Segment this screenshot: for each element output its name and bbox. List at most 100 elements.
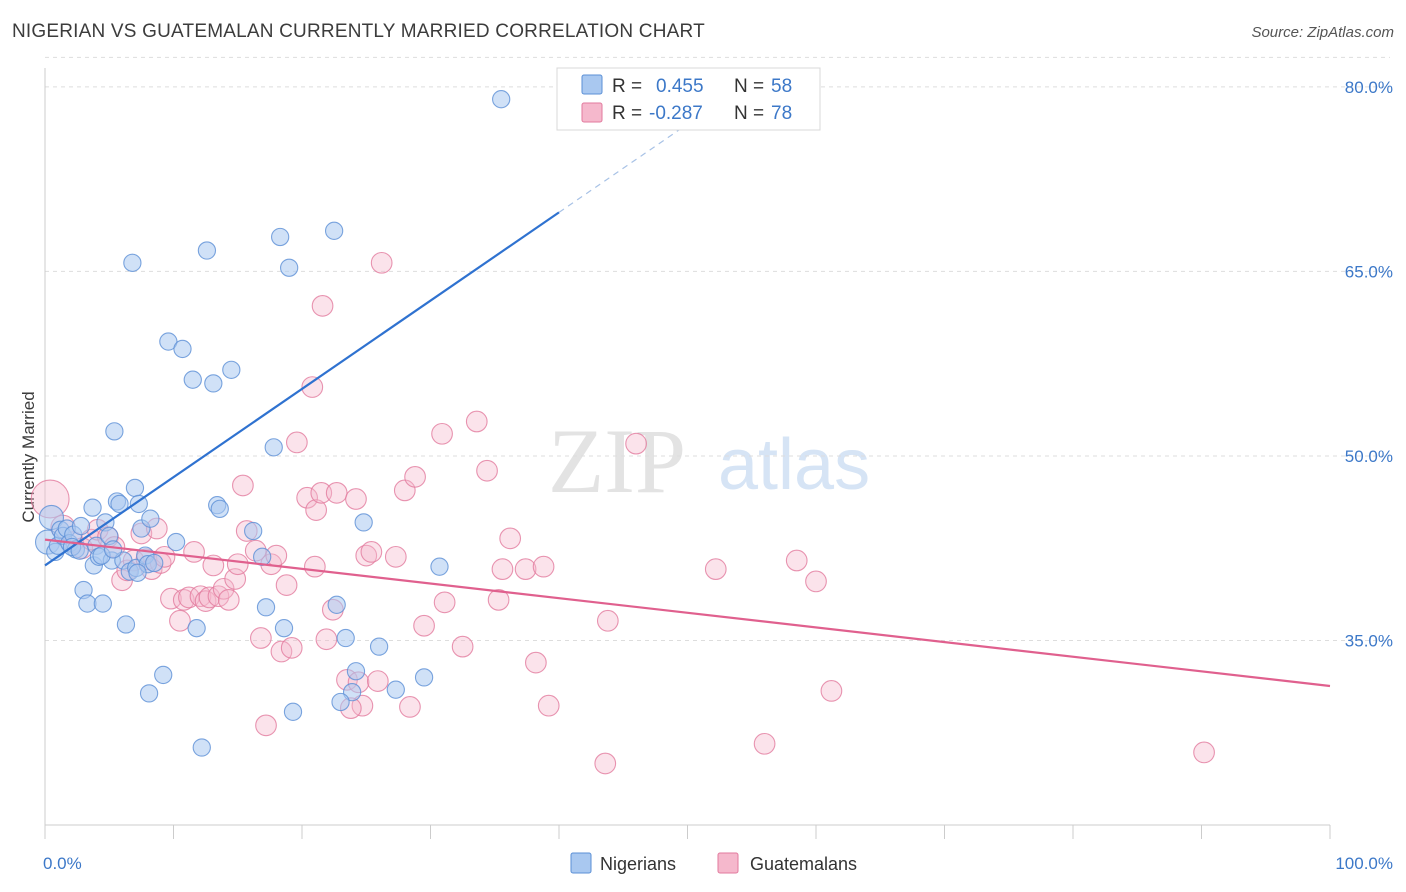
series-guatemalans xyxy=(30,251,1215,775)
guatemalans-trend-line xyxy=(44,538,1331,688)
nigerian-point-46 xyxy=(183,370,202,389)
series-nigerians xyxy=(34,90,511,757)
legend-n-label-1: N = xyxy=(734,76,764,97)
nigerian-point-24 xyxy=(105,422,124,441)
guatemalan-point-75 xyxy=(524,651,547,674)
legend-r-value-2: -0.287 xyxy=(649,103,703,124)
nigerian-point-72 xyxy=(331,692,350,712)
legend-r-value-1: 0.455 xyxy=(656,76,704,97)
guatemalan-point-30 xyxy=(226,553,249,576)
nigerian-point-64 xyxy=(336,628,355,648)
nigerian-point-58 xyxy=(271,227,290,247)
guatemalan-point-68 xyxy=(465,410,488,433)
guatemalan-point-62 xyxy=(399,696,421,718)
guatemalan-point-31 xyxy=(232,474,254,497)
nigerian-point-39 xyxy=(123,253,142,272)
nigerian-point-43 xyxy=(154,665,173,685)
nigerian-point-65 xyxy=(346,662,366,681)
nigerian-point-73 xyxy=(492,90,511,109)
nigerian-point-26 xyxy=(110,494,129,514)
nigerian-point-45 xyxy=(173,339,192,359)
legend-box: R = 0.455 N = 58 R = -0.287 N = 78 xyxy=(556,67,821,131)
y-tick-label-65: 65.0% xyxy=(1345,262,1393,281)
guatemalan-point-39 xyxy=(275,574,298,596)
nigerian-point-41 xyxy=(139,684,159,703)
legend-n-value-2: 78 xyxy=(771,103,792,124)
guatemalan-point-84 xyxy=(820,680,843,702)
guatemalan-point-71 xyxy=(491,558,514,580)
grid-lines xyxy=(45,56,1390,641)
guatemalan-point-40 xyxy=(280,636,303,659)
watermark-zip: ZIP xyxy=(548,410,686,512)
guatemalan-point-67 xyxy=(451,635,474,658)
legend-swatch-nigerians xyxy=(581,74,603,95)
guatemalan-point-41 xyxy=(285,431,308,454)
nigerian-point-61 xyxy=(283,702,303,721)
nigerians-trend-extension xyxy=(558,79,753,213)
guatemalan-point-83 xyxy=(805,570,827,593)
nigerian-point-55 xyxy=(264,438,283,457)
nigerian-point-66 xyxy=(369,637,389,656)
nigerian-point-53 xyxy=(222,360,241,379)
legend-r-label-1: R = xyxy=(612,76,642,97)
nigerian-point-71 xyxy=(430,557,449,576)
guatemalan-point-24 xyxy=(198,586,221,609)
guatemalan-point-78 xyxy=(594,752,617,775)
guatemalan-point-66 xyxy=(433,591,456,614)
guatemalan-point-34 xyxy=(250,627,272,649)
nigerian-point-60 xyxy=(274,619,294,638)
bottom-legend-swatch-nigerians xyxy=(570,852,592,874)
nigerian-point-59 xyxy=(279,258,299,277)
guatemalan-point-23 xyxy=(194,590,217,612)
guatemalan-point-80 xyxy=(704,558,727,580)
guatemalan-point-63 xyxy=(404,465,426,488)
guatemalan-point-69 xyxy=(476,459,498,482)
guatemalan-point-73 xyxy=(514,558,537,580)
nigerian-point-31 xyxy=(125,478,145,498)
legend-n-value-1: 58 xyxy=(771,76,792,97)
bottom-legend-swatch-guatemalans xyxy=(717,852,739,874)
y-tick-label-35: 35.0% xyxy=(1345,631,1393,650)
guatemalan-point-85 xyxy=(1193,741,1215,764)
nigerians-trend-line xyxy=(44,211,560,567)
guatemalan-point-74 xyxy=(532,555,555,578)
nigerian-point-14 xyxy=(78,594,97,613)
nigerian-point-68 xyxy=(354,513,373,532)
guatemalan-point-18 xyxy=(169,609,191,632)
y-tick-label-50: 50.0% xyxy=(1345,447,1393,466)
nigerian-point-50 xyxy=(204,374,223,393)
guatemalan-point-60 xyxy=(384,545,407,568)
axes xyxy=(44,68,1331,839)
guatemalan-point-72 xyxy=(499,527,522,550)
legend-swatch-guatemalans xyxy=(581,102,603,123)
guatemalan-point-45 xyxy=(310,481,333,504)
x-tick-label-max: 100.0% xyxy=(1335,854,1393,873)
guatemalan-point-81 xyxy=(753,732,776,755)
guatemalan-point-59 xyxy=(366,670,389,692)
nigerian-point-49 xyxy=(197,241,217,260)
guatemalan-point-77 xyxy=(596,609,619,632)
nigerian-point-54 xyxy=(256,598,276,617)
nigerian-point-11 xyxy=(71,516,91,536)
guatemalan-point-43 xyxy=(301,376,324,398)
nigerian-point-38 xyxy=(145,553,164,573)
legend-n-label-2: N = xyxy=(734,103,764,124)
nigerian-point-42 xyxy=(159,332,178,351)
nigerian-point-30 xyxy=(103,540,123,559)
nigerian-point-56 xyxy=(244,521,263,541)
trend-lines xyxy=(44,79,1331,688)
nigerian-point-44 xyxy=(166,532,186,552)
axis-ticks: 35.0% 50.0% 65.0% 80.0% 0.0% 100.0% xyxy=(43,78,1393,873)
legend-r-label-2: R = xyxy=(612,103,642,124)
guatemalan-point-49 xyxy=(303,555,326,578)
nigerian-point-28 xyxy=(116,615,136,634)
nigerian-point-52 xyxy=(210,499,229,518)
bottom-legend-label-guatemalans: Guatemalans xyxy=(750,854,857,874)
guatemalan-point-28 xyxy=(217,589,240,611)
guatemalan-point-70 xyxy=(487,589,510,611)
guatemalan-point-46 xyxy=(315,628,338,651)
nigerian-point-63 xyxy=(327,595,346,614)
guatemalan-point-58 xyxy=(370,251,393,274)
nigerian-point-47 xyxy=(187,619,206,638)
